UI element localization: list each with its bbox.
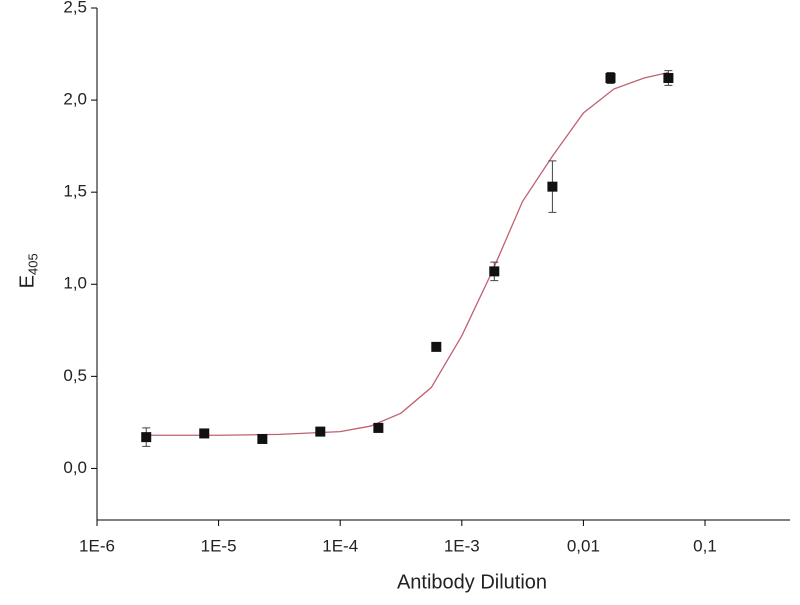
- x-tick-label: 1E-6: [79, 536, 115, 555]
- data-point: [663, 72, 674, 83]
- x-tick-label: 1E-4: [322, 536, 358, 555]
- y-tick-label: 2,0: [63, 90, 87, 109]
- data-point: [605, 72, 616, 83]
- data-point: [489, 266, 500, 277]
- data-point: [431, 341, 442, 352]
- data-point: [199, 428, 210, 439]
- data-point: [141, 432, 152, 443]
- x-tick-label: 1E-5: [201, 536, 237, 555]
- data-point: [373, 422, 384, 433]
- data-point: [547, 181, 558, 192]
- y-tick-label: 0,0: [63, 458, 87, 477]
- y-axis-label-group: E 405: [16, 253, 40, 288]
- y-axis-label-subscript: 405: [25, 253, 40, 275]
- x-tick-label: 1E-3: [444, 536, 480, 555]
- fit-curve: [146, 71, 669, 436]
- y-axis-label: E: [16, 275, 38, 288]
- x-tick-label: 0,01: [567, 536, 600, 555]
- y-tick-label: 1,0: [63, 274, 87, 293]
- data-point: [315, 426, 326, 437]
- y-tick-label: 2,5: [63, 0, 87, 16]
- y-tick-label: 0,5: [63, 366, 87, 385]
- x-tick-label: 0,1: [693, 536, 717, 555]
- data-point: [257, 433, 268, 444]
- x-axis-label: Antibody Dilution: [397, 571, 547, 593]
- y-tick-label: 1,5: [63, 182, 87, 201]
